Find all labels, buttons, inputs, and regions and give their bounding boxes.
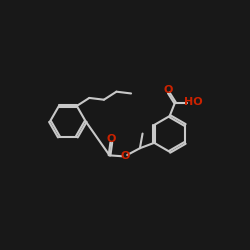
Text: O: O — [120, 151, 130, 161]
Text: HO: HO — [184, 97, 203, 107]
Text: O: O — [164, 85, 173, 95]
Text: O: O — [107, 134, 116, 144]
